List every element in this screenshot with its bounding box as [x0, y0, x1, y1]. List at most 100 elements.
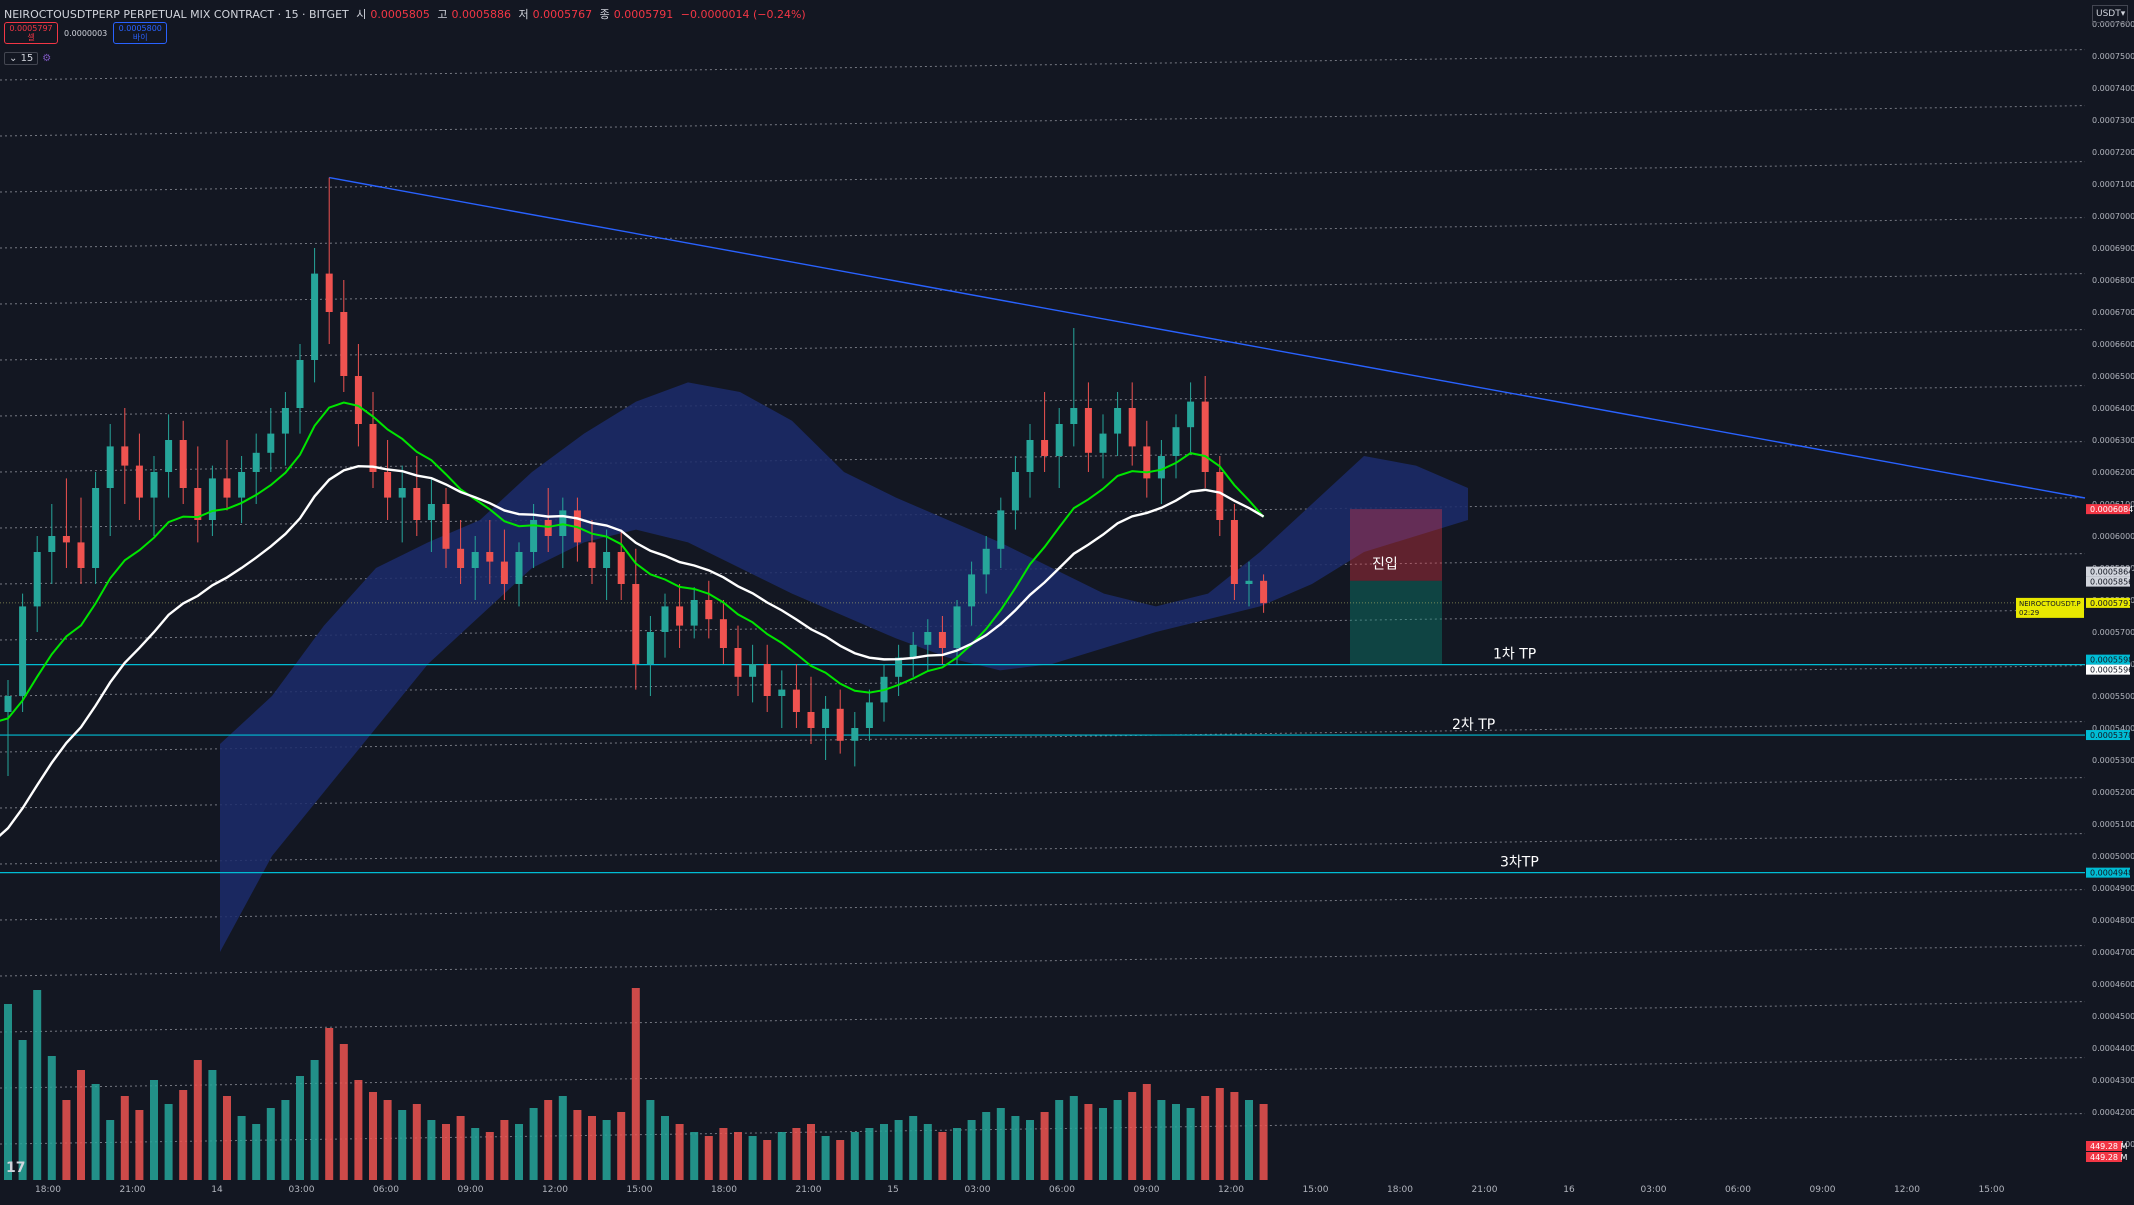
price-flag-label: 0.0005598	[2090, 656, 2133, 665]
interval-toggle[interactable]: ⌄ 15	[4, 52, 39, 65]
price-flag-label: 0.0005596	[2090, 666, 2133, 675]
volume-bar	[1259, 1104, 1268, 1180]
price-tick-label: 0.0006400	[2092, 404, 2134, 413]
candle-body	[603, 552, 611, 568]
interval-value: 15	[20, 53, 34, 64]
time-tick-label: 12:00	[1218, 1185, 1244, 1195]
price-tick-label: 0.0004400	[2092, 1044, 2134, 1053]
time-tick-label: 18:00	[35, 1185, 61, 1195]
stop-zone	[1350, 509, 1442, 581]
volume-bar	[675, 1124, 684, 1180]
volume-bar	[383, 1100, 392, 1180]
volume-bar	[412, 1104, 421, 1180]
price-flag-label: 0.0005378	[2090, 731, 2133, 740]
volume-bar	[485, 1132, 494, 1180]
price-tick-label: 0.0004800	[2092, 916, 2134, 925]
candle-body	[763, 664, 771, 696]
candle-body	[208, 478, 216, 520]
time-tick-label: 15:00	[1303, 1185, 1329, 1195]
price-tick-label: 0.0004700	[2092, 948, 2134, 957]
candle-body	[851, 728, 859, 741]
volume-bar	[938, 1132, 947, 1180]
buy-price: 0.0005800	[118, 24, 162, 33]
price-flag-bg	[2086, 867, 2130, 878]
candle-body	[1099, 433, 1107, 453]
volume-bar	[850, 1132, 859, 1180]
candle-body	[778, 689, 786, 696]
currency-label: USDT	[2096, 9, 2121, 19]
trendline[interactable]	[329, 176, 2086, 499]
candle-body	[486, 552, 494, 562]
volume-bar	[1142, 1084, 1151, 1180]
price-tick-label: 0.0006200	[2092, 468, 2134, 477]
indicator-row: ⌄ 15 ⚙	[4, 52, 51, 65]
time-tick-label: 09:00	[1810, 1185, 1836, 1195]
price-tick-label: 0.0004300	[2092, 1076, 2134, 1085]
candle-body	[194, 488, 202, 520]
sell-button[interactable]: 0.0005797 셀	[4, 22, 58, 44]
ema-fast-line	[0, 401, 1265, 722]
volume-bar	[544, 1100, 553, 1180]
last-price-tag-bg	[2016, 597, 2084, 618]
volume-bar	[704, 1136, 713, 1180]
candle-body	[1201, 401, 1209, 472]
buy-button[interactable]: 0.0005800 바이	[113, 22, 168, 44]
candle-body	[749, 664, 757, 677]
volume-bar	[661, 1116, 669, 1180]
candle-body	[734, 648, 742, 677]
position-box	[1350, 509, 1442, 665]
cloud-area	[220, 382, 1468, 952]
high-label: 고	[437, 8, 448, 21]
volume-bar	[880, 1124, 888, 1180]
candle-body	[135, 465, 143, 498]
price-tick-label: 0.0004600	[2092, 980, 2134, 989]
candle-body	[238, 472, 246, 498]
volume-bar	[909, 1116, 918, 1180]
price-tick-label: 0.0006000	[2092, 532, 2134, 541]
price-tick-label: 0.0007200	[2092, 148, 2134, 157]
symbol-title[interactable]: NEIROCTOUSDTPERP PERPETUAL MIX CONTRACT …	[4, 8, 349, 21]
candle-body	[19, 606, 27, 696]
target-zone	[1350, 580, 1442, 665]
volume-flag-bg	[2086, 1141, 2122, 1151]
candle-body	[1011, 472, 1019, 511]
volume-bar	[369, 1092, 377, 1180]
price-tick-label: 0.0005300	[2092, 756, 2134, 765]
currency-select[interactable]: USDT ▾	[2092, 5, 2128, 23]
candle-body	[646, 632, 654, 664]
candle-body	[836, 708, 844, 741]
candle-body	[500, 561, 508, 584]
volume-bar	[91, 1084, 100, 1180]
volume-bar	[150, 1080, 158, 1180]
price-tick-label: 0.0007500	[2092, 52, 2134, 61]
candle-body	[340, 312, 348, 376]
volume-bar	[763, 1140, 772, 1180]
settings-icon[interactable]: ⚙	[42, 53, 52, 64]
volume-bar	[339, 1044, 348, 1180]
trade-buttons: 0.0005797 셀 0.0000003 0.0005800 바이	[4, 22, 168, 44]
candle-body	[354, 376, 362, 424]
price-flag-bg	[2086, 504, 2130, 515]
candle-body	[690, 600, 698, 626]
time-axis[interactable]: 18:00 21:00 14 03:00 06:00 09:00 12:00 15:00 18:…	[35, 1185, 2005, 1195]
volume-bar	[646, 1100, 655, 1180]
volume-bar	[1157, 1100, 1166, 1180]
level-line	[0, 497, 2086, 529]
price-flag-bg	[2086, 566, 2130, 577]
price-tick-label: 0.0007600	[2092, 20, 2134, 29]
candle-body	[92, 488, 100, 568]
price-tick-label: 0.0005700	[2092, 628, 2134, 637]
time-tick-label: 09:00	[458, 1185, 484, 1195]
volume-bar	[631, 988, 640, 1180]
volume-bar	[1113, 1100, 1122, 1180]
candle-body	[267, 433, 275, 453]
candle-body	[1157, 456, 1165, 479]
candles	[4, 177, 1268, 776]
level-line	[0, 945, 2086, 977]
candle-body	[1172, 427, 1180, 456]
candle-body	[48, 536, 56, 552]
volume-bar	[1084, 1104, 1093, 1180]
volume-bar	[1186, 1108, 1195, 1180]
volume-bar	[1011, 1116, 1020, 1180]
